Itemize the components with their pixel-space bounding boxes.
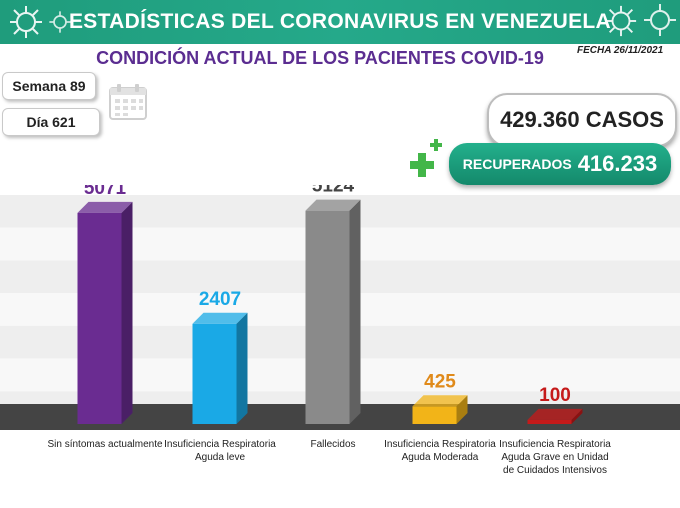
bar-side xyxy=(571,408,583,424)
category-label: Insuficiencia Respiratoria Aguda Moderad… xyxy=(384,439,496,463)
bar-top xyxy=(412,395,468,407)
virus-icon xyxy=(644,4,676,36)
plus-icon xyxy=(410,139,442,177)
calendar-icon xyxy=(109,84,147,120)
category-label: Sin síntomas actualmente xyxy=(47,439,163,450)
recovered-value: 416.233 xyxy=(577,151,658,176)
total-cases: 429.360 CASOS xyxy=(487,93,677,147)
bar-side xyxy=(121,201,133,424)
data-label: 2407 xyxy=(199,289,241,310)
header-banner: ESTADÍSTICAS DEL CORONAVIRUS EN VENEZUEL… xyxy=(0,0,680,44)
bar-top xyxy=(305,199,361,211)
bar-side xyxy=(236,312,248,424)
recovered-badge: RECUPERADOS 416.233 xyxy=(449,143,671,185)
bar xyxy=(192,323,237,424)
bar-side xyxy=(456,395,468,424)
virus-icon xyxy=(605,5,637,37)
recovered-label: RECUPERADOS xyxy=(462,156,572,172)
category-label: Insuficiencia Respiratoria Aguda leve xyxy=(164,439,276,463)
data-label: 5124 xyxy=(312,185,355,197)
virus-icon xyxy=(49,11,71,33)
category-label: Insuficiencia Respiratoria Aguda Grave e… xyxy=(499,439,611,476)
data-label: 100 xyxy=(539,385,571,406)
bar-side xyxy=(349,199,361,424)
bar xyxy=(305,210,350,424)
page-title: ESTADÍSTICAS DEL CORONAVIRUS EN VENEZUEL… xyxy=(68,10,612,33)
bar-top xyxy=(192,312,248,324)
page-subtitle: CONDICIÓN ACTUAL DE LOS PACIENTES COVID-… xyxy=(96,48,544,68)
bar xyxy=(412,406,457,424)
bar xyxy=(527,419,572,424)
category-label: Fallecidos xyxy=(310,439,356,450)
day-badge: Día 621 xyxy=(2,108,100,136)
virus-icon xyxy=(10,6,42,38)
bar-top xyxy=(77,201,133,213)
data-label: 5071 xyxy=(84,185,127,199)
bar-chart: 5071 2407 5124 425 100 xyxy=(0,185,680,430)
data-label: 425 xyxy=(424,371,456,392)
bar-top xyxy=(527,408,583,420)
date-label: FECHA 26/11/2021 xyxy=(577,45,664,56)
bar xyxy=(77,212,122,424)
week-badge: Semana 89 xyxy=(2,72,96,100)
